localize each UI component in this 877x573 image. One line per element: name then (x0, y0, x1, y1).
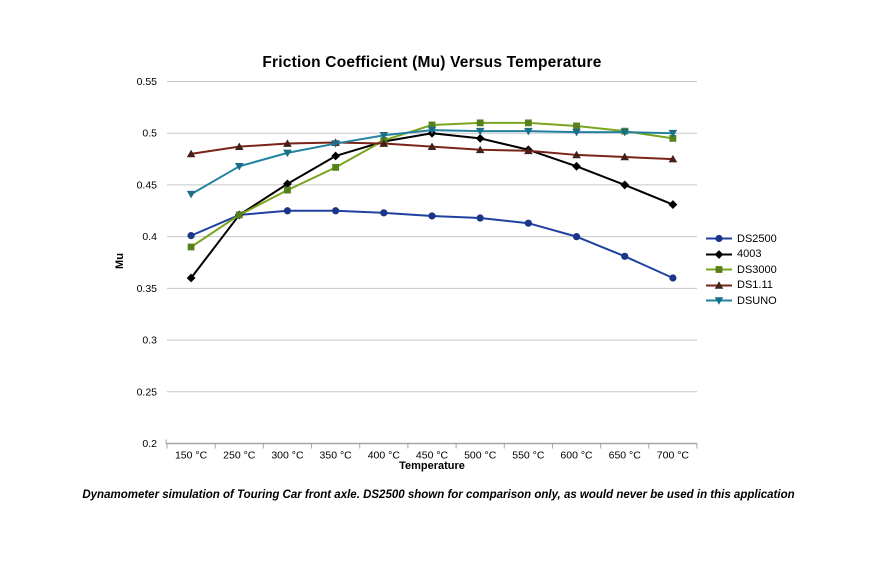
svg-text:0.45: 0.45 (137, 179, 158, 191)
chart-title: Friction Coefficient (Mu) Versus Tempera… (262, 54, 602, 71)
svg-text:350 °C: 350 °C (320, 450, 353, 462)
svg-text:0.35: 0.35 (137, 283, 158, 295)
legend-label: DSUNO (737, 294, 777, 307)
chart-caption: Dynamometer simulation of Touring Car fr… (82, 489, 795, 501)
series-4003 (186, 128, 678, 283)
svg-text:550 °C: 550 °C (512, 450, 545, 462)
x-axis-tick-labels: 150 °C 250 °C 300 °C 350 °C 400 °C 450 °C 500 … (175, 450, 689, 462)
legend: DS2500 4003 DS3000 DS1.11 DSUNO (706, 233, 777, 307)
legend-label: DS2500 (737, 232, 777, 245)
gridlines (167, 81, 697, 393)
legend-label: DS3000 (737, 263, 777, 276)
svg-text:0.3: 0.3 (142, 335, 157, 347)
svg-text:150 °C: 150 °C (175, 450, 208, 462)
legend-label: DS1.11 (737, 279, 773, 292)
triangle-down-marker-icon (706, 297, 732, 305)
svg-text:450 °C: 450 °C (416, 450, 449, 462)
svg-text:0.2: 0.2 (142, 438, 157, 450)
svg-text:600 °C: 600 °C (560, 450, 593, 462)
svg-text:0.5: 0.5 (142, 128, 157, 140)
series-DSUNO (186, 126, 678, 199)
svg-text:0.25: 0.25 (137, 386, 158, 398)
circle-marker-icon (706, 235, 732, 243)
series-DS1.11 (186, 138, 678, 163)
svg-text:650 °C: 650 °C (609, 450, 642, 462)
legend-label: 4003 (737, 248, 762, 261)
y-axis-title: Mu (113, 253, 126, 269)
svg-text:0.55: 0.55 (137, 76, 158, 88)
svg-text:700 °C: 700 °C (657, 450, 690, 462)
svg-text:500 °C: 500 °C (464, 450, 497, 462)
series-DS2500 (187, 207, 677, 282)
legend-item-DS2500: DS2500 (706, 233, 777, 245)
legend-item-DS1.11: DS1.11 (706, 279, 777, 292)
y-axis-tick-labels: 0.2 0.25 0.3 0.35 0.4 0.45 0.5 0.55 (137, 76, 158, 450)
legend-item-DSUNO: DSUNO (706, 295, 777, 307)
diamond-marker-icon (706, 249, 732, 259)
triangle-up-marker-icon (706, 281, 732, 289)
x-axis (165, 439, 698, 449)
x-axis-title: Temperature (399, 460, 465, 472)
legend-item-4003: 4003 (706, 248, 777, 261)
square-marker-icon (706, 266, 732, 274)
svg-text:250 °C: 250 °C (223, 450, 256, 462)
svg-text:300 °C: 300 °C (271, 450, 304, 462)
svg-text:400 °C: 400 °C (368, 450, 401, 462)
legend-item-DS3000: DS3000 (706, 264, 777, 276)
svg-text:0.4: 0.4 (142, 231, 157, 243)
series-DS3000 (187, 119, 677, 251)
